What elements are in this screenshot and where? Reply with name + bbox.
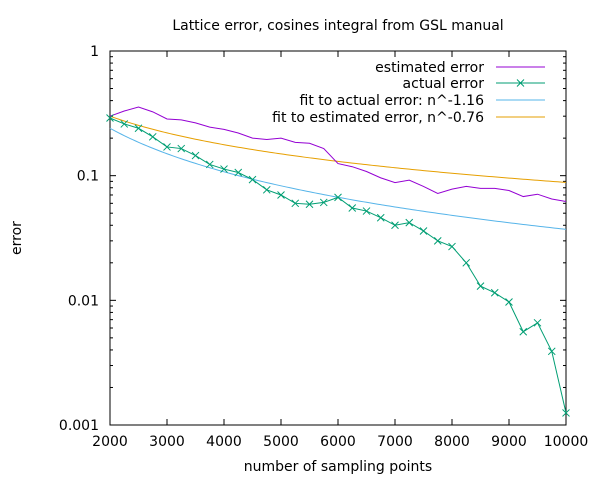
- data-point-marker: [163, 143, 171, 151]
- x-tick-label: 5000: [263, 434, 299, 450]
- series-line-estimated-error: [109, 106, 567, 203]
- legend-label: estimated error: [375, 60, 484, 76]
- y-axis-title: error: [9, 221, 25, 255]
- x-axis-title: number of sampling points: [244, 459, 432, 475]
- data-point-marker: [319, 198, 328, 207]
- data-point-marker: [220, 165, 228, 173]
- y-tick-label: 0.1: [77, 169, 99, 185]
- data-point-marker: [120, 120, 129, 128]
- chart-title: Lattice error, cosines integral from GSL…: [172, 18, 503, 34]
- data-point-marker: [148, 132, 157, 141]
- series-layer: [106, 106, 570, 417]
- x-tick-label: 10000: [544, 434, 589, 450]
- x-tick-label: 6000: [320, 434, 356, 450]
- legend-label: fit to actual error: n^-1.16: [300, 93, 485, 109]
- data-point-marker: [134, 124, 143, 133]
- legend-label: fit to estimated error, n^-0.76: [272, 110, 484, 126]
- data-point-marker: [177, 144, 186, 153]
- data-point-marker: [262, 185, 271, 194]
- data-point-marker: [462, 258, 471, 267]
- data-point-marker: [476, 282, 485, 290]
- data-point-marker: [277, 191, 285, 199]
- y-tick-label: 1: [90, 44, 99, 60]
- data-point-marker: [405, 218, 414, 227]
- data-point-marker: [376, 213, 385, 222]
- x-tick-label: 3000: [149, 434, 185, 450]
- data-point-marker: [533, 318, 542, 327]
- series-line-fit-to-estimated-error-n-0-76: [109, 115, 567, 183]
- x-tick-label: 9000: [491, 434, 527, 450]
- data-point-marker: [106, 114, 114, 122]
- data-point-marker: [562, 409, 570, 417]
- data-point-marker: [490, 288, 499, 297]
- x-tick-label: 4000: [206, 434, 242, 450]
- series-line-actual-error: [109, 117, 567, 414]
- x-tick-label: 2000: [92, 434, 128, 450]
- data-point-marker: [391, 221, 399, 230]
- data-point-marker: [205, 160, 214, 169]
- data-point-marker: [334, 193, 342, 202]
- data-point-marker: [248, 175, 257, 184]
- y-tick-label: 0.001: [59, 418, 99, 434]
- data-point-marker: [448, 242, 456, 251]
- data-point-marker: [234, 168, 243, 177]
- data-point-marker: [348, 204, 357, 212]
- data-point-marker: [419, 227, 428, 235]
- y-tick-label: 0.01: [68, 293, 99, 309]
- data-point-marker: [291, 199, 300, 208]
- x-tick-label: 8000: [434, 434, 470, 450]
- data-point-marker: [362, 207, 371, 215]
- axis-ticks: 2000 3000 4000 5000 6000 7000 8000 9000 10000 0.0…: [59, 44, 588, 450]
- data-point-marker: [191, 151, 200, 160]
- data-point-marker: [305, 200, 314, 209]
- legend-marker: [516, 79, 525, 87]
- data-point-marker: [505, 298, 513, 306]
- data-point-marker: [547, 347, 556, 356]
- legend-label: actual error: [403, 76, 485, 92]
- series-line-fit-to-actual-error-n-1-16: [109, 127, 567, 230]
- x-tick-label: 7000: [377, 434, 413, 450]
- data-point-marker: [433, 236, 442, 245]
- data-point-marker: [519, 327, 528, 336]
